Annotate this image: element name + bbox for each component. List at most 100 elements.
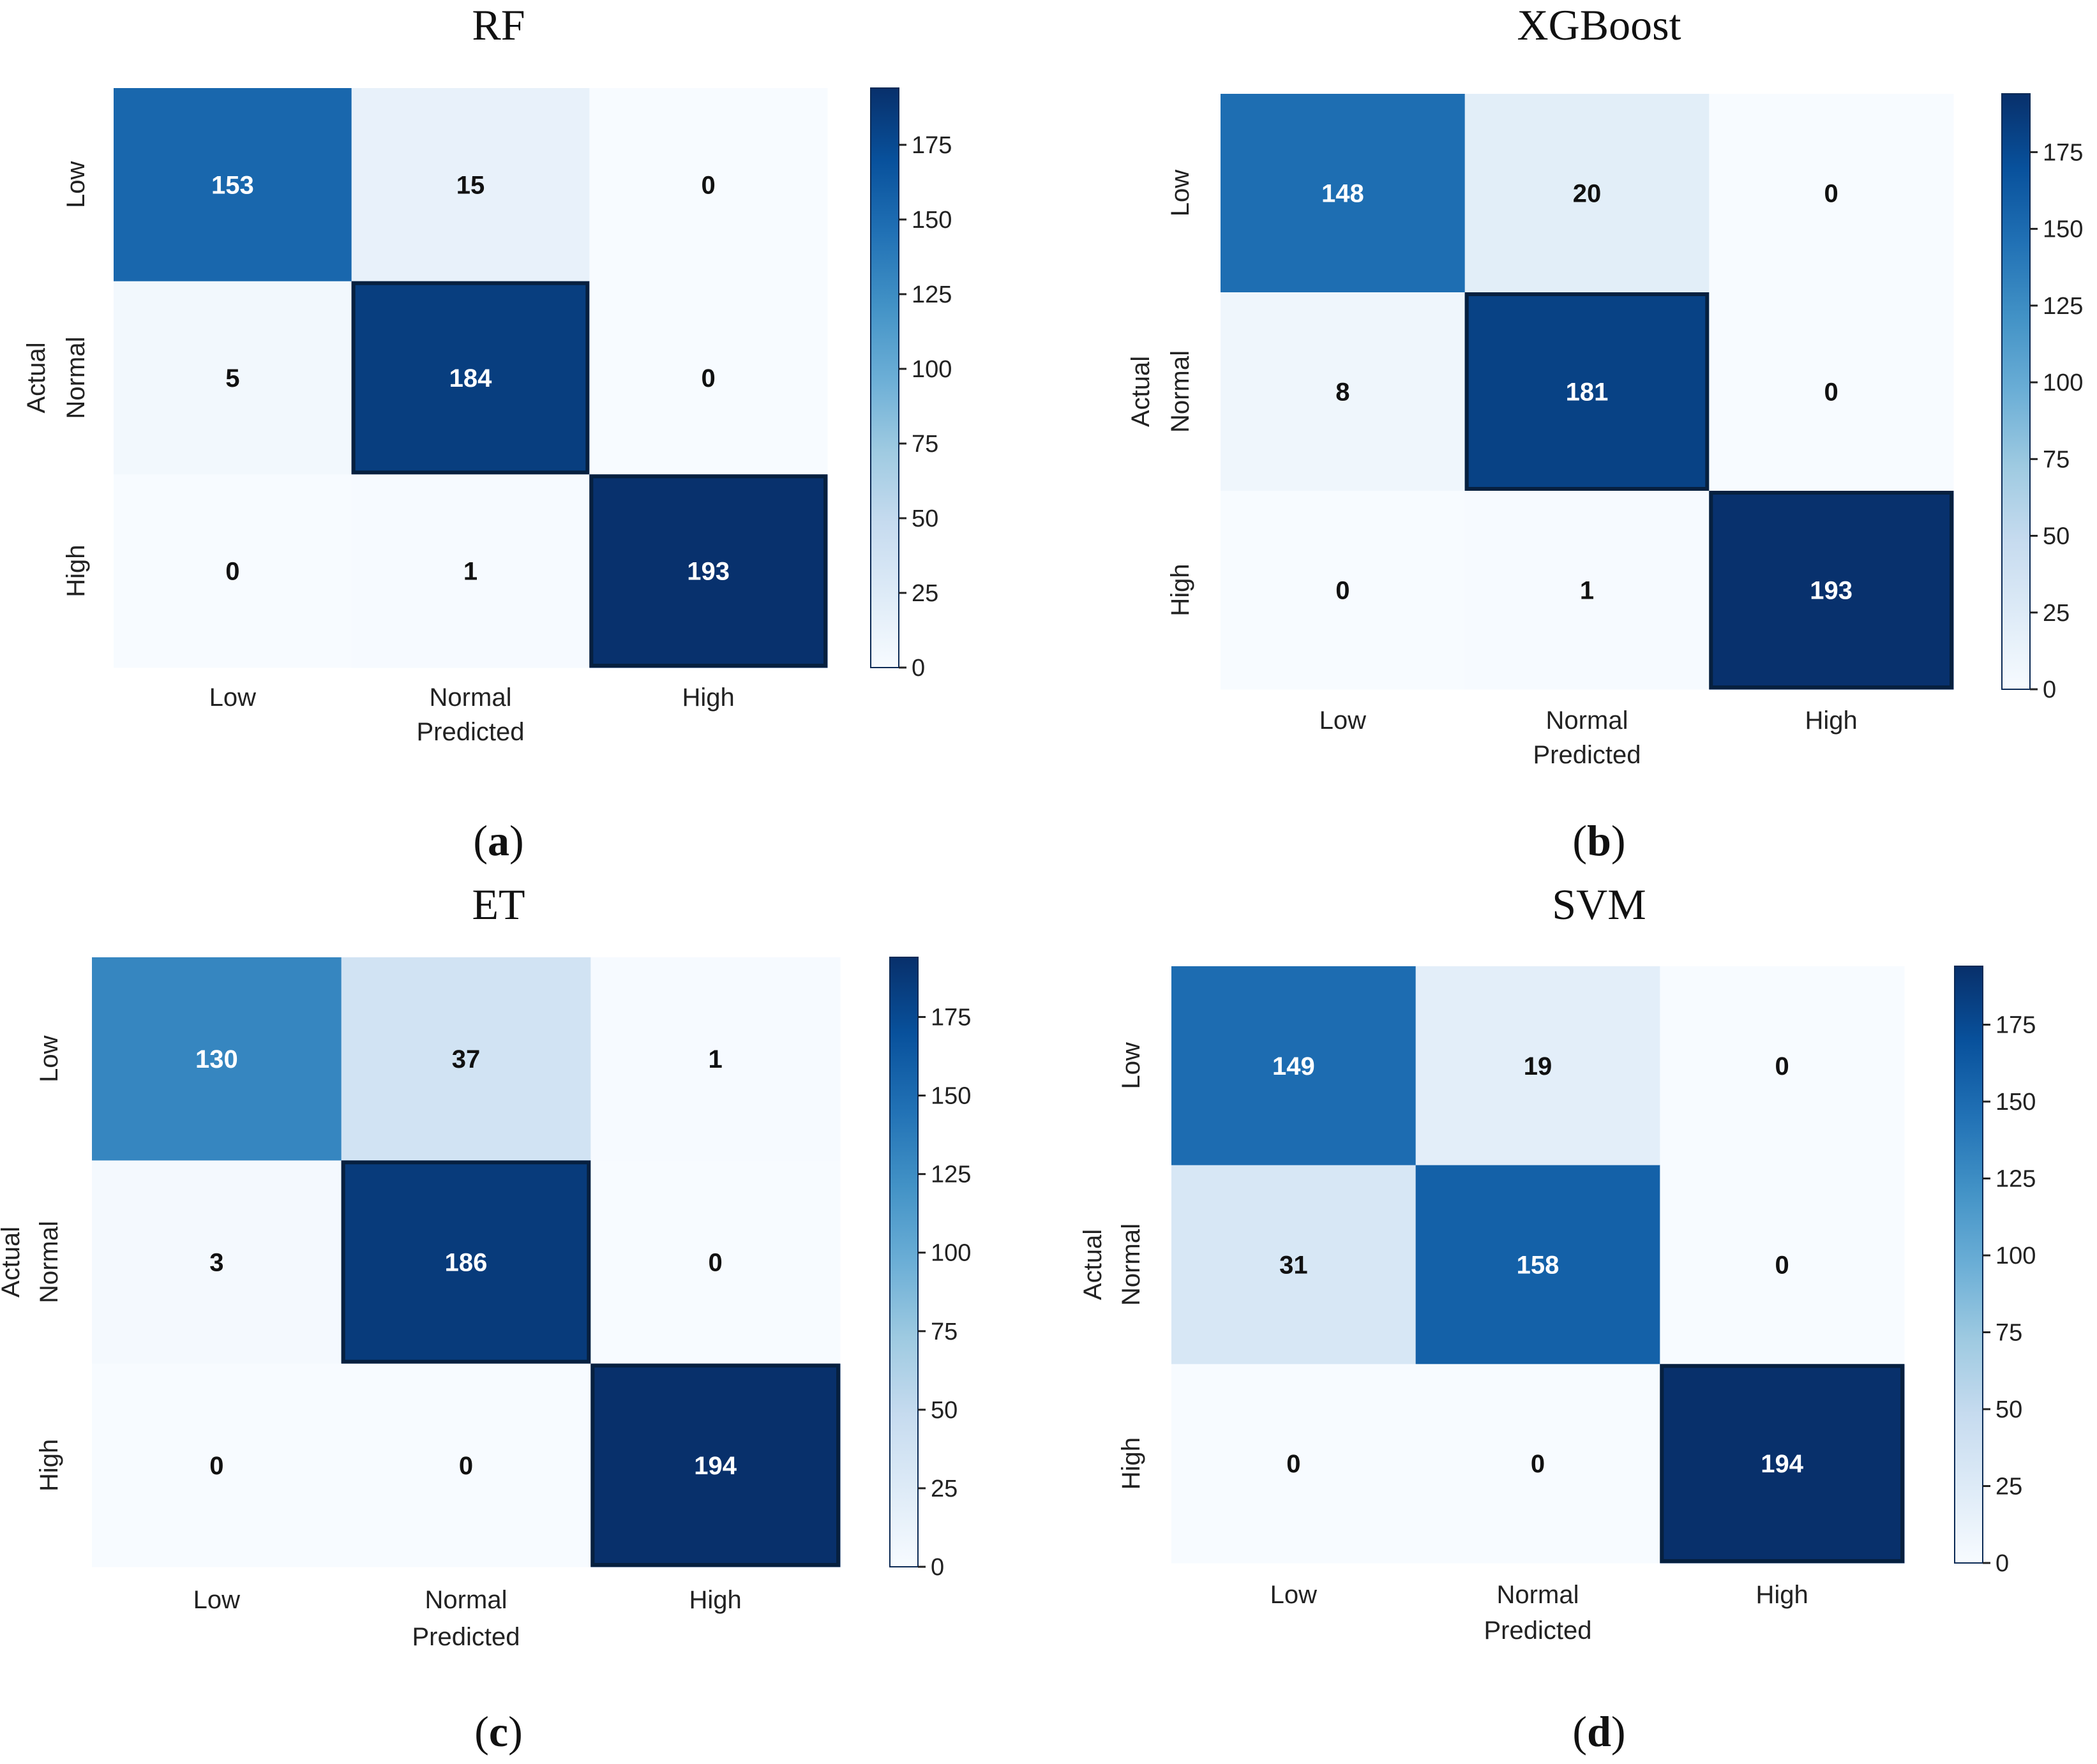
colorbar-tick-label: 100 [912,356,952,383]
heatmap-cell [1415,1165,1660,1364]
heatmap-cell [92,1160,342,1364]
y-tick-label: Low [62,161,90,208]
confusion-matrix-panel-4: SVM 149 19 0 31 158 0 0 0 194 Low Normal High Predict… [1079,880,2036,1756]
colorbar-tick-label: 150 [931,1083,971,1110]
cell-value-label: 0 [1775,1052,1789,1080]
heatmap-cell [114,474,352,668]
panel-title: RF [472,1,525,49]
panel-caption: (c) [474,1707,523,1756]
y-tick-label: High [62,545,90,597]
colorbar-tick-label: 0 [1996,1550,2009,1577]
cell-value-label: 0 [459,1452,473,1480]
colorbar-tick-label: 175 [912,132,952,159]
caption-letter: c [489,1707,508,1756]
cell-value-label: 0 [1335,577,1349,605]
cell-value-label: 0 [1775,1252,1789,1280]
x-tick-label: Low [1270,1581,1317,1609]
colorbar-tick-label: 100 [2043,370,2083,396]
colorbar-tick-label: 75 [931,1319,958,1345]
heatmap-cell [114,281,352,475]
heatmap-cell-border [1709,491,1953,689]
cell-value-label: 186 [445,1249,488,1277]
x-tick-label: Normal [1497,1581,1579,1609]
cell-value-label: 153 [211,171,254,199]
colorbar-tick-label: 50 [1996,1396,2022,1423]
cell-value-label: 0 [225,558,239,586]
colorbar [1954,966,1983,1564]
cell-value-label: 194 [1761,1450,1803,1478]
x-tick-label: Normal [425,1586,507,1614]
heatmap-cell [1660,1165,1905,1364]
heatmap-cell [1709,491,1954,690]
panel-title: ET [472,880,525,929]
heatmap-cell [1709,292,1954,491]
caption-close-paren: ) [1611,1707,1626,1756]
heatmap-cell [1415,1364,1660,1564]
cell-value-label: 181 [1566,378,1609,407]
colorbar [2001,93,2031,690]
heatmap-cell [1221,94,1466,293]
cell-value-label: 0 [209,1452,223,1480]
y-tick-label: Low [35,1035,63,1082]
cell-value-label: 0 [1531,1450,1545,1478]
colorbar-tick-label: 150 [912,207,952,234]
colorbar-tick-label: 0 [2043,676,2056,703]
heatmap-cell [351,88,590,282]
x-tick-label: High [1805,706,1858,735]
cell-value-label: 148 [1321,180,1364,208]
colorbar-tick-label: 125 [1996,1166,2036,1193]
heatmap-cell [590,1363,841,1567]
heatmap-cell [1171,1364,1417,1564]
x-axis-label: Predicted [1484,1617,1592,1645]
panel-title: SVM [1552,880,1646,929]
cell-value-label: 31 [1279,1252,1308,1280]
colorbar-tick-label: 75 [912,431,938,458]
colorbar-tick-label: 0 [912,655,925,682]
cell-value-label: 0 [702,171,716,199]
y-tick-label: Normal [1117,1223,1145,1306]
caption-close-paren: ) [509,816,524,865]
cell-value-label: 0 [1824,378,1838,407]
x-axis-label: Predicted [417,718,525,746]
y-axis-label: Actual [0,1227,25,1297]
heatmap-cell [1221,292,1466,491]
x-tick-label: Low [1319,706,1366,735]
y-tick-label: Normal [1166,350,1194,433]
panel-title: XGBoost [1517,1,1681,49]
colorbar-tick-label: 175 [931,1005,971,1031]
cell-value-label: 15 [456,171,485,199]
cell-value-label: 0 [709,1249,723,1277]
heatmap-cell [1660,1364,1905,1564]
y-axis-label: Actual [22,342,50,413]
x-tick-label: Low [193,1586,240,1614]
heatmap-cell [589,474,828,668]
colorbar-tick-label: 25 [2043,600,2070,627]
cell-value-label: 193 [1810,577,1853,605]
heatmap-cell [1221,491,1466,690]
heatmap-cell [92,957,342,1161]
cell-value-label: 5 [225,364,239,392]
y-tick-label: High [1166,564,1194,616]
x-tick-label: Normal [1546,706,1628,735]
colorbar-tick-label: 50 [2043,523,2070,550]
cell-value-label: 130 [195,1045,238,1073]
heatmap-cell [590,957,841,1161]
heatmap-cell [1171,1165,1417,1364]
colorbar-tick-label: 25 [1996,1474,2022,1500]
y-tick-label: Normal [35,1221,63,1303]
heatmap-cell-border [589,474,827,668]
heatmap-cell-border [341,1160,591,1364]
x-axis-label: Predicted [412,1623,520,1651]
heatmap-cell-border [351,281,590,475]
cell-value-label: 19 [1524,1052,1552,1080]
heatmap-cell [1709,94,1954,293]
heatmap-cell [589,88,828,282]
caption-letter: d [1587,1707,1611,1756]
heatmap-cell-border [1660,1364,1904,1563]
y-axis-label: Actual [1127,356,1155,427]
caption-close-paren: ) [508,1707,523,1756]
colorbar-tick-label: 150 [2043,216,2083,243]
heatmap-cell [341,1363,591,1567]
